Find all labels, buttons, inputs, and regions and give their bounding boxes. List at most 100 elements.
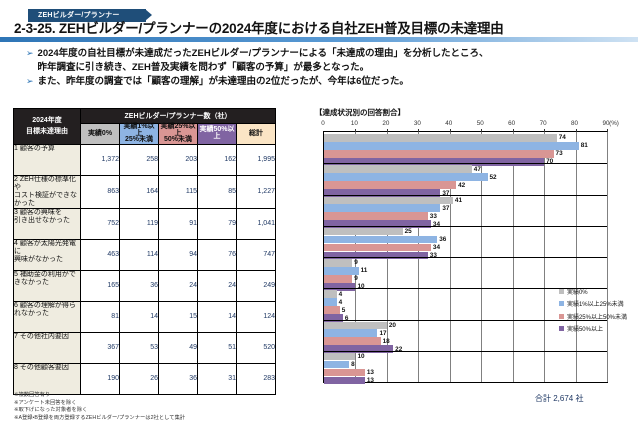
chart-group-separator	[324, 288, 607, 290]
chart-bar-value-label: 33	[429, 212, 437, 220]
bullet-marker-icon: ➢	[26, 48, 34, 58]
table-cell-value-1: 36	[119, 269, 159, 302]
bullet-item: ➢ 2024年度の自社目標が未達成だったZEHビルダー/プランナーによる「未達成…	[26, 47, 626, 74]
bullet-text: また、昨年度の調査では「顧客の理解」が未達理由の2位だったが、今年は6位だった。	[37, 76, 409, 87]
table-cell-value-1: 14	[119, 300, 159, 333]
chart-bar-value-label: 20	[388, 321, 396, 329]
chart-bar-value-label: 25	[404, 228, 412, 236]
chart-bar-row: 10	[324, 352, 607, 361]
table-cell-value-4: 124	[236, 300, 276, 333]
legend-label: 実績25%以上50%未満	[566, 314, 627, 321]
table-cell-value-0: 1,372	[80, 143, 120, 176]
chart-bar-row: 11	[324, 266, 607, 275]
chart-bar-value-label: 36	[439, 236, 447, 244]
table-cell-value-0: 463	[80, 238, 120, 271]
table-cell-reason: 4 顧客が太陽光発電に 興味がなかった	[13, 238, 81, 271]
chart-bar-value-label: 18	[382, 337, 390, 345]
chart-bar-value-label: 37	[442, 204, 450, 212]
x-tick-label: 60	[508, 120, 516, 127]
legend-item[interactable]: 実績50%以上	[558, 324, 627, 333]
reason-table-container: 2024年度 目標未達理由 ZEHビルダー/プランナー数（社） 実績0% 実績1…	[13, 108, 276, 395]
table-cell-reason: 1 顧客の予算	[13, 143, 81, 176]
chart-bar-value-label: 70	[546, 158, 554, 166]
chart-bar-value-label: 13	[366, 377, 374, 385]
chart-category-group: 9 11 9 10	[324, 257, 607, 291]
chart-group-separator	[324, 225, 607, 227]
table-body: 1 顧客の予算 1,372 258 203 162 1,995 2 ZEH仕様の標準化や コ…	[13, 143, 276, 395]
chart-bar-value-label: 6	[344, 314, 349, 322]
table-header-reason: 2024年度 目標未達理由	[13, 108, 81, 145]
chart-container: 【達成状況別の回答割合】 0 10 20 30 40 50 60 70 80 90 (%) 74 81…	[313, 107, 635, 393]
chart-bar	[324, 376, 365, 385]
table-cell-value-3: 51	[197, 331, 237, 364]
table-row: 3 顧客の興味を 引き出せなかった 752 119 91 79 1,041	[13, 207, 276, 240]
legend-color-swatch	[558, 301, 564, 307]
table-cell-value-0: 190	[80, 362, 120, 395]
chart-bar	[324, 165, 472, 173]
chart-bar-value-label: 8	[351, 361, 355, 369]
chart-bar-value-label: 34	[432, 244, 441, 252]
table-cell-reason: 8 その他顧客要因	[13, 362, 81, 395]
chart-axis-tick	[607, 129, 608, 132]
chart-bar	[324, 149, 554, 158]
chart-category-group: 10 8 13 13	[324, 351, 607, 385]
chart-bar-row: 5	[324, 306, 607, 314]
table-cell-value-1: 53	[119, 331, 159, 364]
chart-bar	[324, 181, 457, 189]
chart-bar	[324, 329, 378, 338]
chart-x-axis-tick-labels: 0 10 20 30 40 50 60 70 80 90 (%)	[313, 120, 633, 131]
chart-category-group: 47 52 42 37	[324, 163, 607, 197]
legend-item[interactable]: 実績1%以上25%未満	[558, 299, 627, 308]
chart-bar-value-label: 73	[555, 150, 563, 158]
chart-bar-row: 33	[324, 212, 607, 221]
chart-bar-row: 41	[324, 196, 607, 205]
legend-item[interactable]: 実績25%以上50%未満	[558, 312, 627, 321]
chart-bar-row: 34	[324, 243, 607, 252]
chart-gridline	[607, 132, 608, 382]
table-cell-value-0: 165	[80, 269, 120, 302]
table-cell-reason: 3 顧客の興味を 引き出せなかった	[13, 207, 81, 240]
chart-bar-row: 42	[324, 181, 607, 189]
chart-bar	[324, 204, 441, 213]
chart-group-separator	[324, 319, 607, 321]
table-cell-reason: 2 ZEH仕様の標準化や コスト検証ができなかった	[13, 174, 81, 209]
x-tick-label: 40	[445, 120, 453, 127]
legend-color-swatch	[558, 289, 564, 295]
table-cell-value-2: 91	[158, 207, 198, 240]
chart-bar-row: 13	[324, 368, 607, 377]
table-cell-value-1: 164	[119, 174, 159, 209]
chart-bar	[324, 259, 353, 267]
summary-bullets: ➢ 2024年度の自社目標が未達成だったZEHビルダー/プランナーによる「未達成…	[26, 47, 626, 90]
chart-bar-row: 47	[324, 165, 607, 173]
chart-bar-row: 17	[324, 329, 607, 338]
table-cell-reason: 6 顧客の理解が得られなかった	[13, 300, 81, 333]
chart-bar-value-label: 47	[473, 165, 481, 173]
chart-axis-tick	[575, 129, 577, 132]
chart-bar-value-label: 10	[357, 283, 365, 291]
x-tick-label: 80	[571, 120, 579, 127]
chart-bar-value-label: 4	[338, 298, 343, 306]
table-cell-value-0: 863	[80, 174, 120, 209]
chart-bar-value-label: 5	[341, 306, 346, 314]
section-tag-label: ZEHビルダー/プランナー	[28, 9, 152, 22]
chart-bar-value-label: 11	[360, 267, 368, 275]
table-row: 6 顧客の理解が得られなかった 81 14 15 14 124	[13, 300, 276, 333]
table-cell-value-4: 747	[236, 238, 276, 271]
table-header-col-0: 実績0%	[80, 123, 120, 145]
table-cell-value-3: 85	[197, 174, 237, 209]
chart-bar-row: 13	[324, 376, 607, 385]
chart-bar-value-label: 42	[458, 181, 466, 189]
chart-bar	[324, 141, 579, 150]
chart-bar-value-label: 9	[354, 275, 358, 283]
legend-item[interactable]: 実績0%	[558, 287, 627, 296]
table-row: 8 その他顧客要因 190 26 36 31 283	[13, 362, 276, 395]
table-cell-value-1: 26	[119, 362, 159, 395]
table-header-col-4: 総計	[236, 123, 276, 145]
chart-bar-value-label: 34	[432, 220, 441, 228]
chart-axis-tick	[355, 129, 357, 132]
chart-bar-value-label: 33	[429, 252, 437, 260]
table-cell-value-4: 1,995	[236, 143, 276, 176]
chart-bar-value-label: 74	[558, 134, 566, 142]
title-underline-rule	[0, 37, 638, 42]
